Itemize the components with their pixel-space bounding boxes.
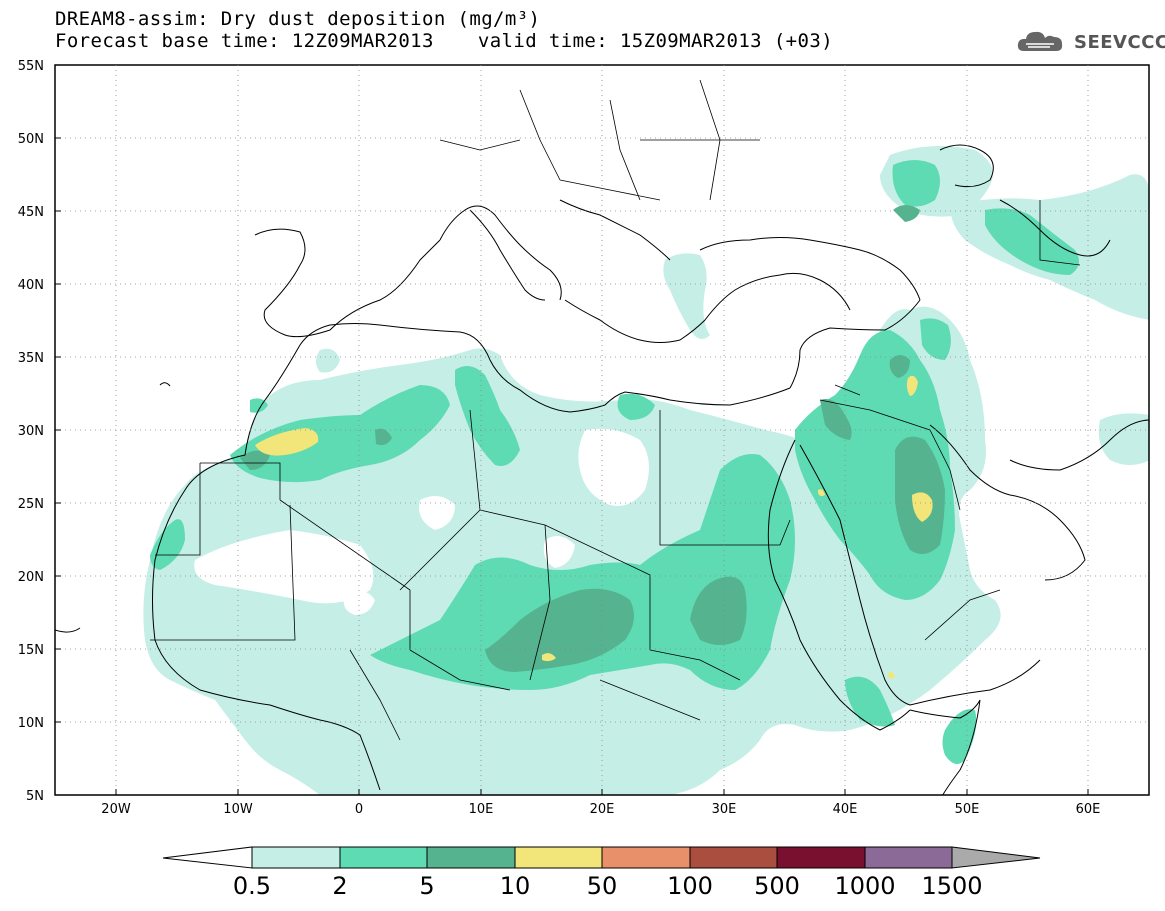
title-text: DREAM8-assim: Dry dust deposition (mg/m³…: [55, 8, 541, 30]
colorbar-label: 100: [667, 872, 713, 900]
colorbar-high-arrow: [951, 846, 1041, 869]
cloud-icon: [1016, 29, 1066, 55]
lon-label: 10E: [469, 802, 494, 817]
colorbar-swatch: [864, 846, 953, 869]
colorbar-swatch: [514, 846, 603, 869]
lon-label: 50E: [955, 802, 980, 817]
lon-label: 0: [355, 802, 363, 817]
title-line-1: DREAM8-assim: Dry dust deposition (mg/m³…: [55, 8, 955, 30]
lat-label: 35N: [18, 351, 44, 366]
lat-labels: 5N 10N 15N 20N 25N 30N 35N 40N 45N 50N 5…: [18, 59, 44, 804]
lat-label: 45N: [18, 205, 44, 220]
colorbar-swatch: [601, 846, 691, 869]
lon-label: 20W: [101, 802, 131, 817]
colorbar: [162, 846, 1041, 869]
colorbar-label: 500: [754, 872, 800, 900]
lat-label: 25N: [18, 497, 44, 512]
lat-label: 20N: [18, 570, 44, 585]
colorbar-labels: 0.5 2 5 10 50 100 500 1000 1500: [233, 872, 983, 900]
colorbar-label: 50: [587, 872, 618, 900]
contour-level-10: [255, 375, 933, 679]
colorbar-swatch: [339, 846, 428, 869]
colorbar-label: 5: [419, 872, 434, 900]
lat-label: 15N: [18, 643, 44, 658]
lat-label: 30N: [18, 424, 44, 439]
lon-label: 10W: [223, 802, 253, 817]
lat-label: 55N: [18, 59, 44, 74]
valid-time: valid time: 15Z09MAR2013 (+03): [477, 30, 834, 52]
colorbar-label: 2: [332, 872, 347, 900]
colorbar-swatch: [251, 846, 341, 869]
colorbar-label: 0.5: [233, 872, 271, 900]
contour-holes: [194, 428, 649, 615]
coastlines: [55, 144, 1149, 795]
lat-label: 40N: [18, 278, 44, 293]
lat-label: 10N: [18, 716, 44, 731]
base-time: Forecast base time: 12Z09MAR2013: [55, 30, 434, 52]
country-borders: [150, 79, 1081, 741]
colorbar-swatch: [689, 846, 778, 869]
lon-label: 40E: [833, 802, 858, 817]
lon-label: 30E: [712, 802, 737, 817]
title-line-2: Forecast base time: 12Z09MAR2013 valid t…: [55, 30, 955, 52]
map-title: DREAM8-assim: Dry dust deposition (mg/m³…: [55, 8, 955, 60]
axis-ticks: [55, 137, 1089, 795]
colorbar-swatch: [776, 846, 866, 869]
dust-field: [143, 146, 1149, 795]
lat-label: 5N: [26, 789, 44, 804]
lon-label: 60E: [1076, 802, 1101, 817]
colorbar-swatch: [426, 846, 516, 869]
logo-text: SEEVCCC: [1074, 31, 1165, 53]
seevccc-logo: SEEVCCC: [1016, 28, 1165, 56]
gridlines: [55, 65, 1149, 795]
colorbar-label: 10: [500, 872, 531, 900]
lat-label: 50N: [18, 132, 44, 147]
lon-labels: 20W 10W 0 10E 20E 30E 40E 50E 60E: [101, 802, 1100, 817]
lon-label: 20E: [590, 802, 615, 817]
colorbar-low-arrow: [162, 846, 253, 869]
colorbar-label: 1000: [834, 872, 895, 900]
colorbar-label: 1500: [921, 872, 982, 900]
contour-level-5: [240, 205, 945, 672]
